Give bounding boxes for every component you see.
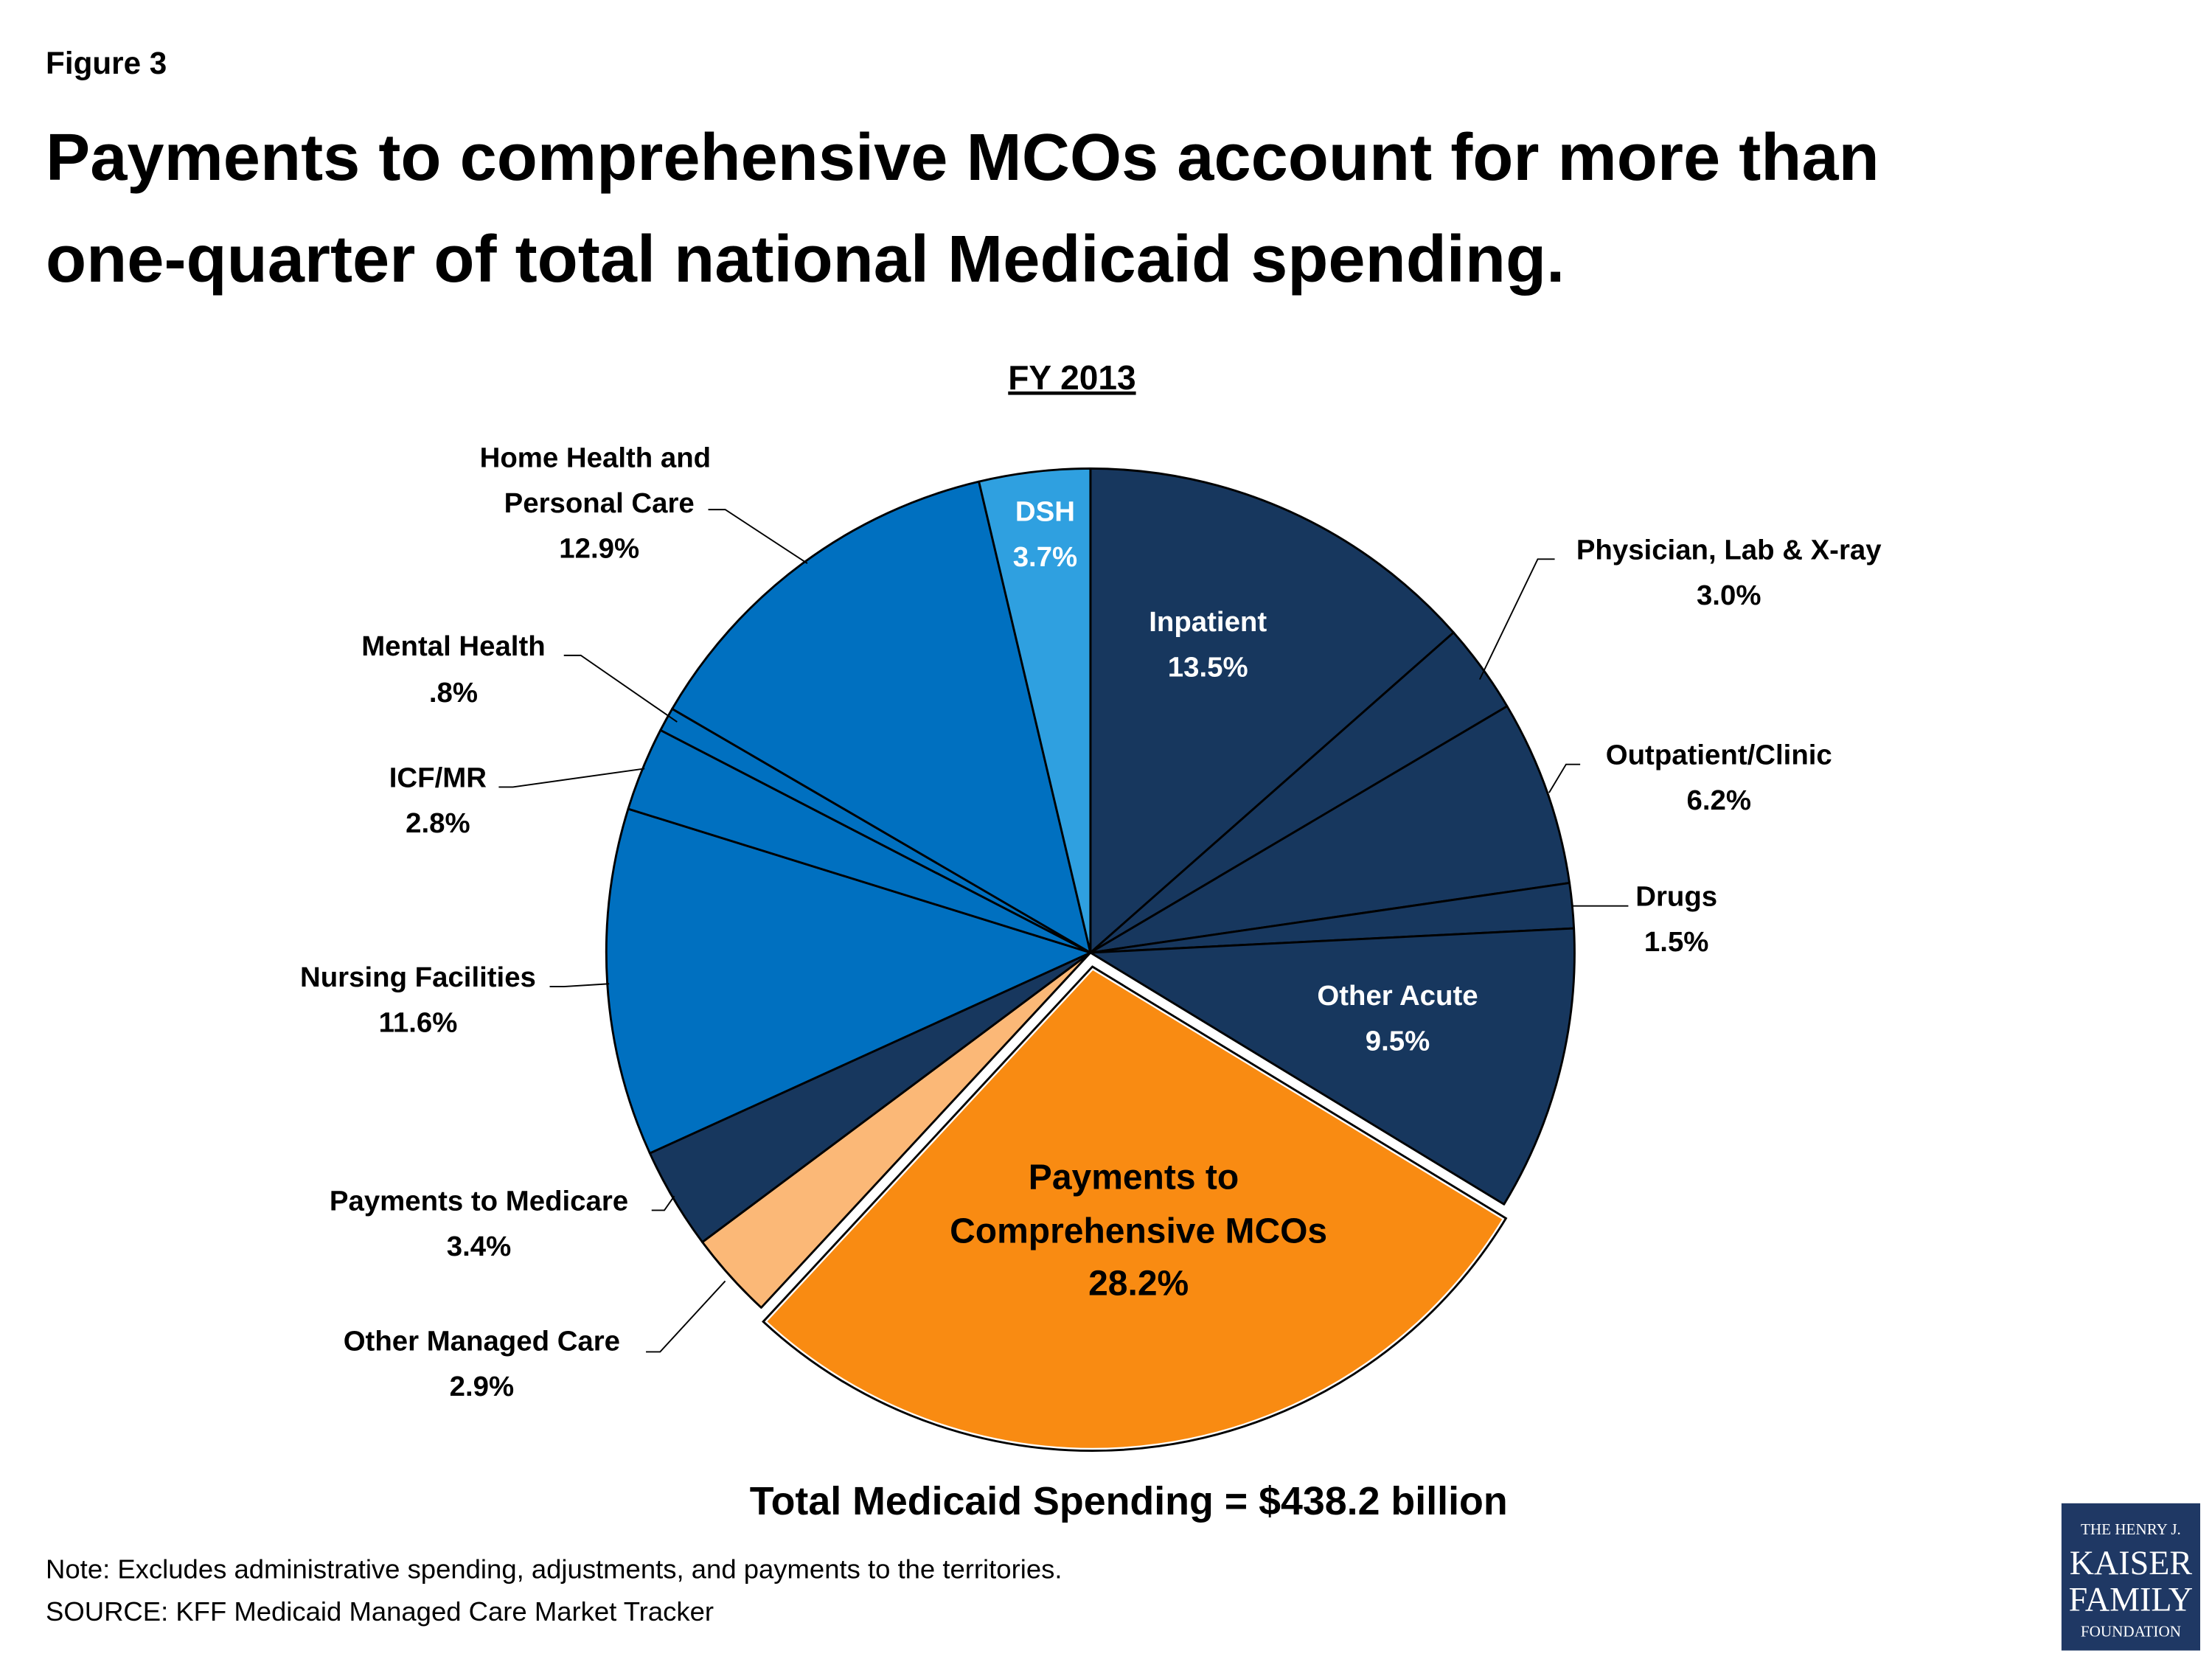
category-label: ICF/MR (389, 762, 487, 793)
note: Note: Excludes administrative spending, … (46, 1554, 1062, 1585)
category-label: Outpatient/Clinic (1606, 740, 1832, 771)
category-label: Payments to Medicare (330, 1185, 628, 1217)
pie-slice (1089, 705, 1571, 954)
logo-box (2061, 1503, 2201, 1651)
category-label: Mental Health (361, 630, 545, 662)
category-label: Physician, Lab & X-ray (1576, 534, 1882, 566)
page-title: Payments to comprehensive MCOs account f… (46, 120, 1898, 296)
logo-text: KAISER (2070, 1544, 2193, 1582)
category-label: Other Acute (1317, 980, 1478, 1012)
leader-line (498, 768, 645, 788)
category-label: Payments to Comprehensive MCOs (950, 1158, 1327, 1251)
category-label: Drugs (1635, 881, 1717, 913)
figure-label: Figure 3 (46, 46, 167, 80)
slice-outline (762, 965, 1508, 1453)
value-label: 11.6% (379, 1007, 458, 1039)
category-label: Nursing Facilities (300, 961, 536, 993)
pie-slice (671, 480, 1092, 954)
leader-line (563, 654, 678, 723)
chart-title: FY 2013 (1008, 358, 1135, 397)
category-label: DSH (1015, 495, 1075, 527)
value-label: 9.5% (1366, 1025, 1430, 1057)
value-label: 28.2% (1088, 1265, 1189, 1304)
leader-line (1478, 558, 1555, 680)
value-label: 2.8% (406, 807, 470, 839)
leader-line (1548, 763, 1581, 793)
leader-line (549, 983, 610, 988)
value-label: 2.9% (450, 1371, 514, 1402)
logo-text: FOUNDATION (2081, 1622, 2181, 1640)
value-label: 6.2% (1687, 785, 1751, 816)
pie-slice (1089, 467, 1455, 954)
pie-slice (978, 467, 1092, 954)
leader-line (651, 1195, 675, 1211)
category-label: Inpatient (1149, 606, 1267, 638)
source: SOURCE: KFF Medicaid Managed Care Market… (46, 1596, 714, 1627)
value-label: 12.9% (559, 532, 639, 564)
category-label: Home Health and Personal Care (480, 442, 719, 519)
pie-slice (1089, 927, 1576, 1206)
logo-text: FAMILY (2069, 1581, 2194, 1618)
leader-line (646, 1280, 726, 1353)
leader-line (708, 509, 808, 564)
logo-text: THE HENRY J. (2081, 1520, 2181, 1538)
value-label: 1.5% (1644, 926, 1708, 958)
value-label: 3.4% (447, 1231, 511, 1262)
value-label: 13.5% (1168, 652, 1248, 684)
value-label: .8% (429, 677, 478, 709)
category-label: Other Managed Care (344, 1325, 620, 1357)
total-label: Total Medicaid Spending = $438.2 billion (750, 1479, 1508, 1523)
value-label: 3.0% (1697, 580, 1761, 611)
value-label: 3.7% (1013, 541, 1077, 573)
pie-slice (605, 807, 1092, 1155)
